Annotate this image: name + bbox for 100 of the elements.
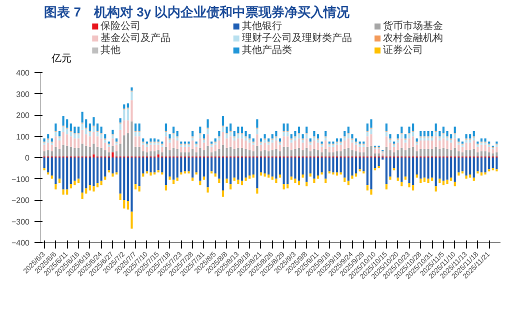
bar [362,158,365,172]
bar [202,139,206,143]
bar [222,132,224,145]
bar [400,158,403,182]
bar [404,150,407,156]
bar [324,149,327,156]
bar [313,158,316,179]
bar [218,130,220,136]
bar [62,158,64,190]
bar [286,136,289,147]
bar [222,126,224,132]
bar [168,150,171,156]
bar [427,178,430,183]
bar [184,152,186,156]
bar [112,146,114,152]
bar [404,142,407,150]
bar [385,124,388,131]
bar [88,132,91,136]
bar [264,134,266,138]
bar [85,134,88,146]
bar [313,137,316,140]
bar [446,158,448,180]
bar [85,158,88,188]
bar [112,173,114,177]
bar [96,146,99,156]
bar [286,146,289,156]
bar [192,178,194,181]
bar [81,130,84,144]
bar [92,132,95,144]
bar [92,158,95,186]
bar [74,148,76,156]
bar [81,144,84,156]
bar [104,134,106,138]
bar [328,158,330,172]
bar [126,108,129,120]
bar [157,144,160,150]
y-axis-title: 亿元 [50,54,72,64]
bar [370,134,372,146]
bar [484,158,486,172]
bar [58,149,61,156]
bar [138,136,140,147]
bar [420,149,422,156]
bar [271,139,274,143]
bar [74,180,76,186]
bar [199,148,202,156]
bar [142,151,144,156]
bar [92,126,95,132]
bar [230,136,232,147]
bar [412,146,414,156]
bar [88,185,91,190]
bar [465,142,468,150]
bar [271,142,274,150]
bar [423,178,426,182]
bar [442,158,445,181]
bar [465,176,468,179]
bar [420,140,422,149]
bar [366,136,368,147]
bar [400,126,403,134]
bar [469,134,472,138]
bar [450,178,452,181]
bar [469,150,472,156]
bar [96,158,99,183]
bar [54,136,57,147]
bar [188,152,190,156]
bar [206,187,209,193]
bar [370,128,372,134]
bar [230,124,232,131]
bar [150,158,152,172]
bar [434,158,437,186]
bar [256,119,258,128]
bar [423,140,426,149]
bar [240,138,244,148]
bar [351,142,354,150]
bar [176,140,178,149]
bar [420,158,422,179]
bar [400,148,403,156]
bar [119,194,122,200]
bar [150,172,152,176]
bar [389,134,392,138]
bar [66,119,68,128]
y-tick-label: −200 [11,196,30,205]
bar [404,176,407,180]
bar [412,136,414,147]
bar [492,149,494,154]
bar [336,158,338,172]
bar [96,183,99,188]
legend-label: 其他 [100,44,121,56]
bar [306,134,308,138]
bar [70,124,72,131]
bar [214,144,216,152]
bar [100,134,102,138]
bar [172,158,175,180]
bar [164,185,167,190]
bar [385,146,388,156]
bar [275,140,278,149]
bar [496,146,498,152]
bar [157,150,160,154]
bar [112,130,114,134]
bar [256,188,258,194]
bar [130,87,133,91]
